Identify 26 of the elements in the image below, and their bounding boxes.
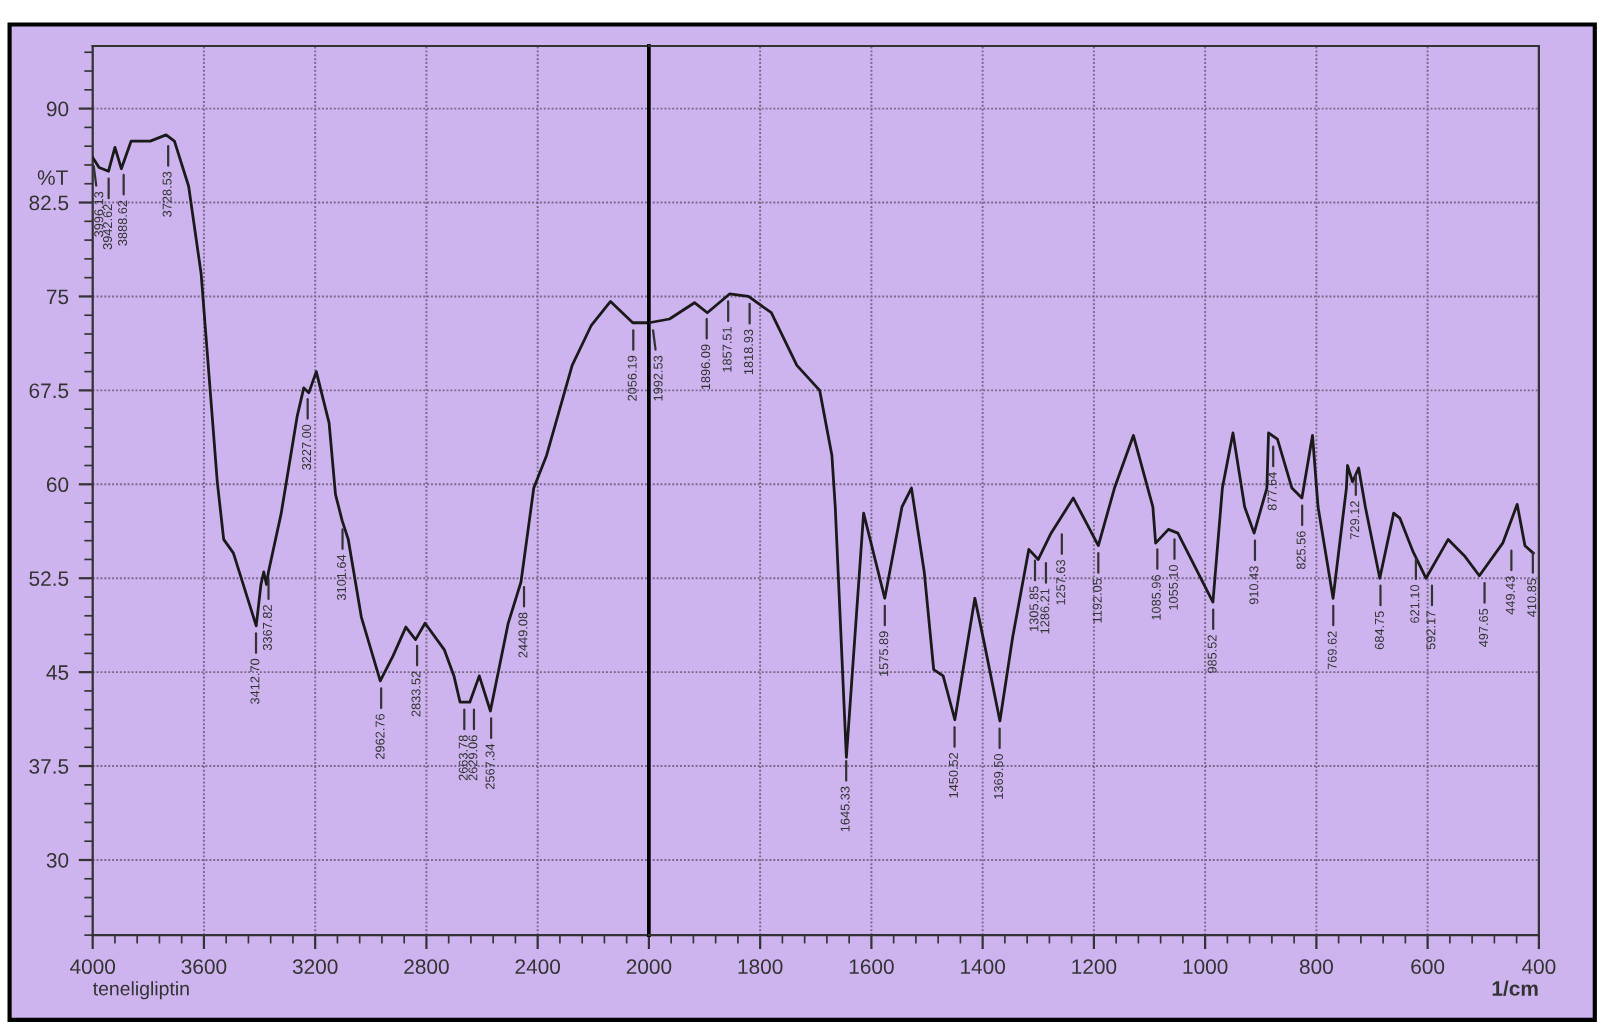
y-tick-label: 30 (46, 852, 69, 868)
y-tick-label: 37.5 (29, 759, 69, 774)
y-tick-label: 67.5 (29, 383, 69, 399)
x-tick-label: 600 (1411, 959, 1445, 975)
x-tick-label: 2800 (404, 959, 449, 975)
x-axis-title: 1/cm (1492, 980, 1538, 997)
y-tick-label: 90 (46, 101, 69, 117)
y-tick-label: 75 (46, 289, 69, 305)
y-axis-title: %T (37, 170, 68, 185)
x-tick-label: 800 (1299, 959, 1333, 975)
x-tick-label: 1200 (1072, 959, 1117, 975)
y-tick-label: 82.5 (29, 195, 69, 211)
y-tick-label: 45 (46, 665, 69, 680)
x-tick-label: 3600 (181, 959, 227, 975)
x-tick-label: 2400 (515, 959, 561, 975)
x-tick-label: 1600 (849, 959, 894, 975)
x-tick-label: 400 (1521, 959, 1556, 975)
x-tick-label: 4000 (69, 959, 116, 975)
x-tick-label: 2000 (626, 959, 672, 975)
x-tick-label: 1800 (738, 959, 783, 975)
y-tick-label: 52.5 (29, 571, 69, 586)
text: teneligliptin (92, 981, 189, 1000)
x-tick-label: 1400 (961, 959, 1006, 975)
x-tick-label: 1000 (1183, 959, 1228, 975)
x-tick-label: 3200 (292, 959, 338, 975)
y-tick-label: 60 (46, 477, 69, 493)
